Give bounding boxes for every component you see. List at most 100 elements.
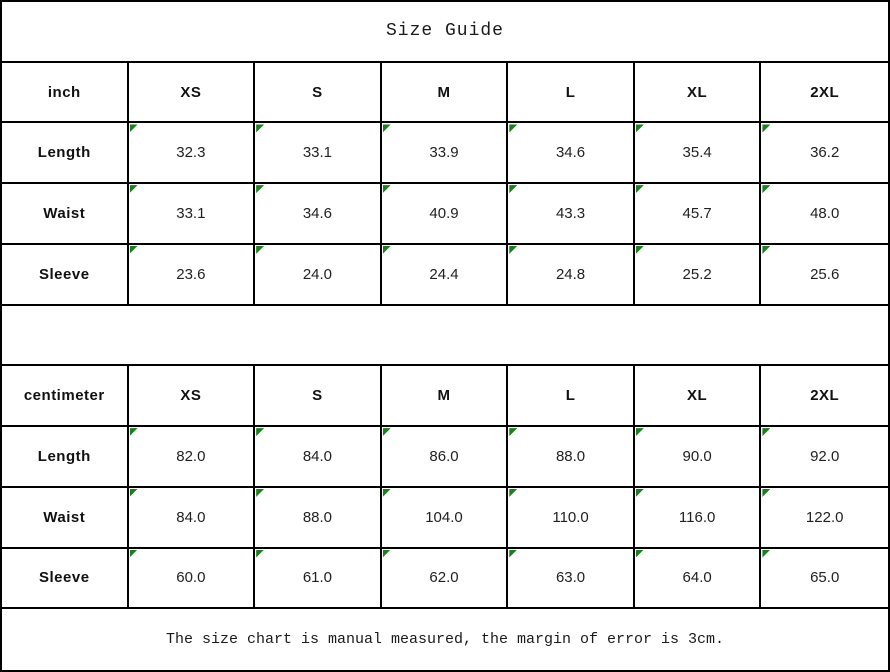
- size-value: 82.0: [176, 447, 206, 465]
- size-value: 35.4: [682, 144, 712, 162]
- size-value-cell: 62.0: [381, 548, 509, 610]
- size-value-cell: 23.6: [128, 244, 256, 306]
- size-value-cell: 24.0: [255, 244, 382, 306]
- corner-marker-icon: [382, 245, 391, 254]
- size-value-cell: 86.0: [381, 427, 509, 488]
- size-value: 63.0: [555, 569, 586, 587]
- size-value-cell: 48.0: [761, 184, 888, 245]
- size-value: 64.0: [682, 569, 712, 587]
- row-label-cm-length: Length: [2, 427, 129, 488]
- corner-marker-icon: [129, 549, 138, 558]
- size-value-cell: 84.0: [128, 487, 256, 549]
- row-label-cm-sleeve: Sleeve: [2, 548, 129, 610]
- size-value-cell: 65.0: [761, 549, 888, 610]
- size-value: 90.0: [682, 447, 712, 465]
- size-value: 34.6: [302, 205, 333, 223]
- corner-marker-icon: [509, 488, 518, 497]
- corner-marker-icon: [256, 428, 265, 437]
- size-value: 32.3: [176, 144, 206, 162]
- corner-marker-icon: [635, 185, 644, 194]
- size-value-cell: 24.8: [508, 244, 635, 306]
- size-value: 60.0: [176, 569, 206, 587]
- corner-marker-icon: [762, 549, 771, 558]
- size-value: 45.7: [682, 205, 712, 223]
- size-value: 36.2: [810, 144, 840, 162]
- corner-marker-icon: [762, 185, 771, 194]
- size-value-cell: 110.0: [508, 487, 635, 549]
- corner-marker-icon: [129, 185, 138, 194]
- corner-marker-icon: [635, 488, 644, 497]
- size-value-cell: 88.0: [255, 487, 382, 549]
- size-value: 24.4: [429, 265, 459, 283]
- corner-marker-icon: [635, 549, 644, 558]
- column-header-inch-l: L: [508, 62, 635, 124]
- corner-marker-icon: [382, 549, 391, 558]
- corner-marker-icon: [509, 185, 518, 194]
- size-value: 86.0: [429, 447, 459, 465]
- corner-marker-icon: [762, 245, 771, 254]
- size-value: 24.8: [555, 265, 586, 283]
- corner-marker-icon: [256, 549, 265, 558]
- column-header-inch-xs: XS: [128, 62, 256, 124]
- size-value: 62.0: [429, 569, 459, 587]
- size-value: 110.0: [552, 508, 589, 526]
- column-header-cm-s: S: [255, 366, 382, 428]
- size-value: 65.0: [810, 569, 840, 587]
- corner-marker-icon: [382, 124, 391, 133]
- corner-marker-icon: [256, 124, 265, 133]
- page-title: Size Guide: [2, 2, 888, 63]
- column-header-cm-l: L: [508, 366, 635, 428]
- size-value: 104.0: [425, 508, 463, 526]
- size-value: 61.0: [302, 569, 333, 587]
- corner-marker-icon: [509, 428, 518, 437]
- corner-marker-icon: [256, 185, 265, 194]
- size-value: 23.6: [176, 265, 206, 283]
- size-value: 88.0: [302, 508, 333, 526]
- size-value-cell: 33.1: [255, 123, 382, 185]
- column-header-cm-xs: XS: [128, 366, 256, 428]
- footer-note: The size chart is manual measured, the m…: [165, 631, 725, 649]
- size-value-cell: 104.0: [381, 487, 509, 549]
- size-value-cell: 90.0: [634, 427, 762, 488]
- size-value-cell: 24.4: [381, 244, 509, 306]
- size-value-cell: 33.9: [381, 123, 509, 185]
- size-value: 25.6: [810, 265, 840, 283]
- size-value-cell: 92.0: [761, 427, 888, 488]
- size-value-cell: 32.3: [128, 123, 256, 185]
- row-label-cm-waist: Waist: [2, 487, 129, 549]
- corner-marker-icon: [129, 428, 138, 437]
- corner-marker-icon: [635, 245, 644, 254]
- size-value-cell: 25.2: [634, 244, 762, 306]
- size-value-cell: 33.1: [128, 184, 256, 245]
- size-value: 88.0: [555, 447, 586, 465]
- size-value-cell: 35.4: [634, 123, 762, 185]
- column-header-inch-2xl: 2XL: [761, 63, 888, 124]
- column-header-cm-xl: XL: [634, 366, 762, 428]
- corner-marker-icon: [256, 245, 265, 254]
- size-value-cell: 82.0: [128, 427, 256, 488]
- corner-marker-icon: [762, 428, 771, 437]
- size-value-cell: 63.0: [508, 548, 635, 610]
- size-value-cell: 116.0: [634, 487, 762, 549]
- column-header-cm-m: M: [381, 366, 509, 428]
- size-value: 34.6: [555, 144, 586, 162]
- corner-marker-icon: [509, 549, 518, 558]
- size-value-cell: 84.0: [255, 427, 382, 488]
- size-value-cell: 45.7: [634, 184, 762, 245]
- row-label-inch-waist: Waist: [2, 184, 129, 245]
- corner-marker-icon: [382, 428, 391, 437]
- unit-header-inch: inch: [2, 62, 129, 124]
- row-label-inch-length: Length: [2, 123, 129, 185]
- size-value: 92.0: [810, 447, 840, 465]
- size-value-cell: 122.0: [761, 488, 888, 549]
- column-header-inch-xl: XL: [634, 62, 762, 124]
- size-value: 84.0: [302, 447, 333, 465]
- size-value-cell: 64.0: [634, 548, 762, 610]
- corner-marker-icon: [129, 124, 138, 133]
- size-value-cell: 25.6: [761, 245, 888, 306]
- column-header-cm-2xl: 2XL: [761, 366, 888, 428]
- size-value: 122.0: [805, 508, 844, 526]
- size-value-cell: 36.2: [761, 123, 888, 185]
- corner-marker-icon: [635, 428, 644, 437]
